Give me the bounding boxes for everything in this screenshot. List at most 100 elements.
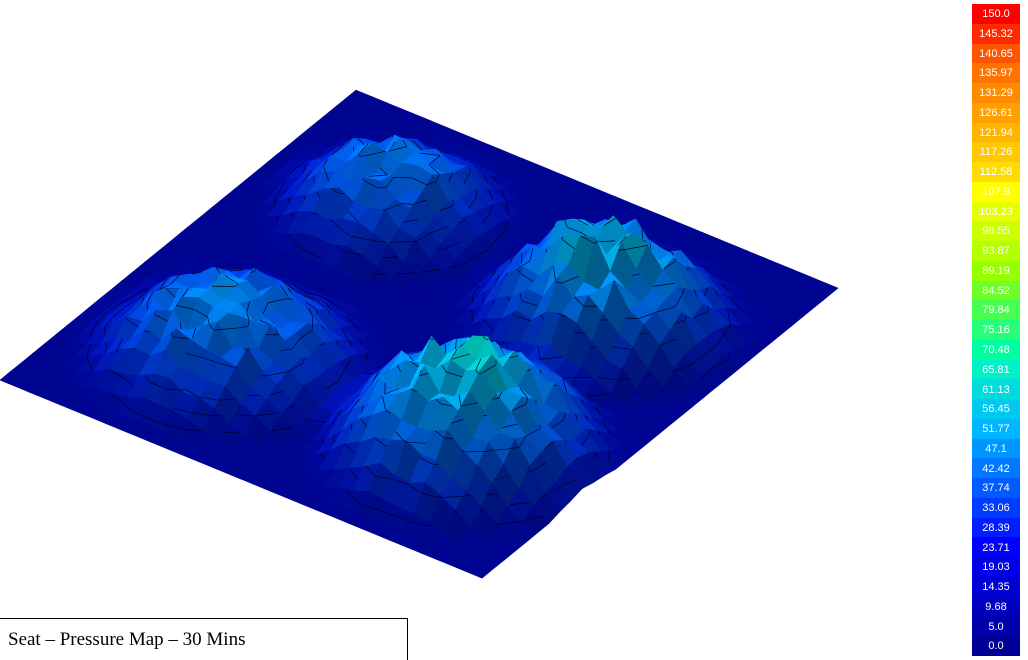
contour-line bbox=[516, 260, 531, 270]
contour-line bbox=[202, 357, 219, 364]
contour-line bbox=[116, 338, 123, 351]
legend-swatch: 65.81 bbox=[972, 359, 1020, 380]
contour-line bbox=[381, 256, 399, 259]
contour-line bbox=[580, 434, 590, 446]
contour-line bbox=[461, 256, 476, 265]
contour-line bbox=[560, 377, 575, 379]
contour-line bbox=[103, 316, 114, 327]
contour-line bbox=[287, 370, 290, 372]
legend-swatch: 135.97 bbox=[972, 63, 1020, 84]
contour-line bbox=[121, 376, 134, 387]
contour-line bbox=[159, 279, 167, 291]
contour-line bbox=[218, 398, 236, 401]
contour-line bbox=[218, 362, 236, 369]
legend-swatch: 98.55 bbox=[972, 221, 1020, 242]
contour-line bbox=[269, 390, 284, 396]
contour-line bbox=[347, 211, 359, 222]
legend-swatch: 75.16 bbox=[972, 320, 1020, 341]
contour-line bbox=[262, 302, 269, 315]
contour-line bbox=[672, 370, 677, 372]
legend-swatch: 79.84 bbox=[972, 300, 1020, 321]
contour-line bbox=[146, 303, 148, 311]
contour-line bbox=[562, 239, 576, 250]
contour-line bbox=[673, 319, 686, 326]
contour-line bbox=[323, 159, 328, 168]
contour-line bbox=[464, 216, 468, 221]
contour-line bbox=[346, 489, 351, 496]
contour-line bbox=[149, 381, 165, 390]
contour-line bbox=[487, 189, 494, 201]
contour-line bbox=[303, 170, 312, 182]
contour-line bbox=[505, 219, 508, 229]
contour-line bbox=[303, 195, 306, 201]
contour-line bbox=[402, 139, 408, 147]
contour-line bbox=[514, 315, 532, 322]
contour-line bbox=[625, 245, 648, 250]
contour-line bbox=[421, 493, 440, 498]
contour-line bbox=[350, 399, 360, 411]
contour-line bbox=[395, 272, 416, 275]
contour-line bbox=[123, 299, 138, 308]
contour-line bbox=[485, 320, 495, 333]
legend-swatch: 42.42 bbox=[972, 458, 1020, 479]
contour-line bbox=[637, 312, 655, 320]
contour-line bbox=[617, 378, 630, 381]
surface-cell bbox=[466, 562, 494, 579]
contour-line bbox=[393, 478, 410, 486]
contour-line bbox=[639, 332, 651, 335]
contour-line bbox=[730, 296, 740, 309]
contour-line bbox=[703, 346, 717, 356]
contour-line bbox=[723, 283, 728, 293]
contour-line bbox=[211, 285, 234, 287]
contour-line bbox=[180, 288, 189, 300]
contour-line bbox=[273, 201, 276, 207]
contour-line bbox=[516, 268, 522, 275]
contour-line bbox=[575, 413, 578, 422]
contour-line bbox=[539, 494, 547, 499]
contour-line bbox=[386, 411, 392, 413]
contour-line bbox=[402, 219, 419, 223]
contour-line bbox=[309, 419, 327, 423]
contour-line bbox=[505, 202, 509, 216]
contour-line bbox=[608, 450, 610, 462]
contour-line bbox=[498, 391, 502, 399]
legend-swatch: 37.74 bbox=[972, 478, 1020, 499]
contour-line bbox=[441, 365, 447, 373]
contour-line bbox=[358, 153, 361, 157]
contour-line bbox=[641, 229, 644, 240]
contour-line bbox=[458, 394, 462, 407]
contour-line bbox=[684, 314, 687, 320]
contour-line bbox=[462, 495, 471, 497]
contour-line bbox=[286, 298, 293, 300]
contour-line bbox=[492, 300, 495, 306]
contour-line bbox=[331, 188, 338, 193]
contour-line bbox=[409, 521, 427, 527]
contour-line bbox=[675, 363, 693, 372]
contour-line bbox=[644, 374, 653, 377]
contour-line bbox=[341, 328, 350, 341]
contour-line bbox=[384, 388, 400, 395]
contour-line bbox=[319, 343, 324, 346]
contour-line bbox=[532, 462, 547, 472]
contour-line bbox=[302, 357, 306, 364]
contour-line bbox=[312, 176, 315, 184]
contour-line bbox=[103, 326, 106, 336]
contour-line bbox=[559, 479, 576, 488]
contour-line bbox=[603, 218, 616, 226]
contour-line bbox=[412, 140, 423, 152]
contour-line bbox=[279, 348, 292, 352]
contour-line bbox=[172, 336, 190, 340]
contour-line bbox=[408, 484, 422, 494]
contour-line bbox=[525, 428, 541, 437]
contour-line bbox=[428, 155, 441, 165]
contour-line bbox=[288, 197, 290, 204]
contour-line bbox=[429, 226, 448, 234]
contour-line bbox=[553, 266, 556, 281]
contour-line bbox=[295, 290, 311, 298]
contour-line bbox=[105, 341, 108, 354]
contour-line bbox=[546, 486, 560, 496]
contour-line bbox=[520, 273, 534, 283]
contour-line bbox=[169, 275, 180, 286]
contour-line bbox=[358, 143, 369, 155]
contour-line bbox=[116, 350, 118, 354]
